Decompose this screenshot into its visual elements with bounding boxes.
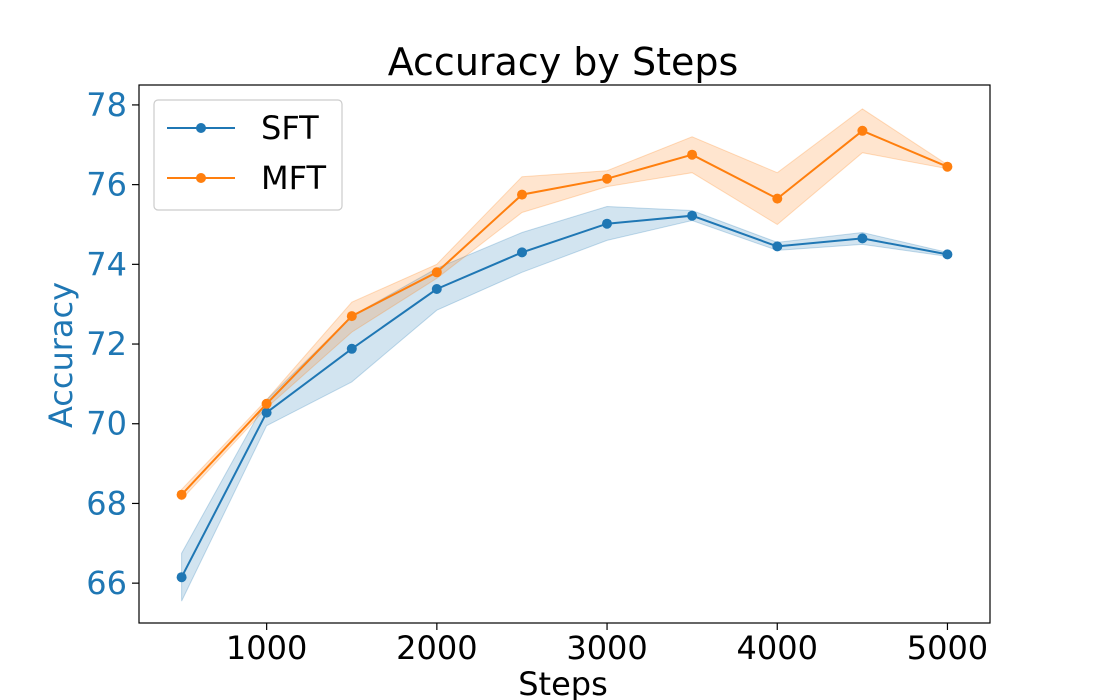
mft-line bbox=[180, 129, 948, 496]
y-tick-label: 72 bbox=[86, 325, 127, 363]
mft-point bbox=[857, 125, 868, 136]
plot-area-frame bbox=[138, 84, 991, 624]
mft-point bbox=[602, 173, 612, 184]
x-axis-ticks: 1000 2000 3000 4000 5000 bbox=[226, 623, 988, 667]
y-tick-label: 66 bbox=[86, 564, 127, 602]
series-points bbox=[176, 125, 953, 583]
x-tick-label: 4000 bbox=[737, 629, 818, 667]
mft-point bbox=[687, 149, 698, 160]
x-tick-label: 3000 bbox=[566, 629, 647, 667]
y-axis-label: Accuracy bbox=[42, 282, 80, 428]
legend: SFT MFT bbox=[153, 99, 343, 211]
mft-point bbox=[942, 161, 953, 172]
sft-point bbox=[431, 284, 442, 294]
y-tick-label: 76 bbox=[86, 166, 127, 204]
mft-point bbox=[431, 267, 442, 278]
sft-band bbox=[181, 205, 948, 602]
mft-point bbox=[772, 193, 783, 204]
x-axis-label: Steps bbox=[518, 665, 608, 700]
series-lines bbox=[180, 129, 948, 578]
sft-line bbox=[180, 214, 948, 578]
x-tick-label: 1000 bbox=[226, 629, 307, 667]
legend-mft-label: MFT bbox=[261, 159, 326, 197]
x-tick-label: 5000 bbox=[907, 629, 988, 667]
y-axis-ticks: 66 68 70 72 74 76 78 bbox=[86, 86, 139, 602]
y-tick-label: 78 bbox=[86, 86, 127, 124]
sft-point bbox=[942, 249, 953, 260]
mft-point bbox=[176, 489, 187, 500]
legend-mft-marker bbox=[196, 173, 206, 183]
sft-point bbox=[602, 218, 612, 229]
sft-point bbox=[772, 241, 783, 252]
sft-point bbox=[261, 407, 272, 418]
y-tick-label: 74 bbox=[86, 245, 127, 283]
y-tick-label: 68 bbox=[86, 484, 127, 522]
chart-title: Accuracy by Steps bbox=[388, 40, 739, 84]
sft-point bbox=[176, 572, 187, 583]
x-tick-label: 2000 bbox=[396, 629, 477, 667]
sft-point bbox=[517, 247, 527, 258]
sft-point bbox=[857, 233, 868, 244]
legend-sft-marker bbox=[196, 123, 206, 133]
mft-point bbox=[346, 311, 357, 322]
mft-point bbox=[517, 189, 527, 200]
sft-point bbox=[687, 210, 698, 221]
y-tick-label: 70 bbox=[86, 405, 127, 443]
sft-point bbox=[346, 343, 357, 354]
legend-sft-label: SFT bbox=[261, 109, 319, 147]
mft-point bbox=[261, 398, 272, 409]
